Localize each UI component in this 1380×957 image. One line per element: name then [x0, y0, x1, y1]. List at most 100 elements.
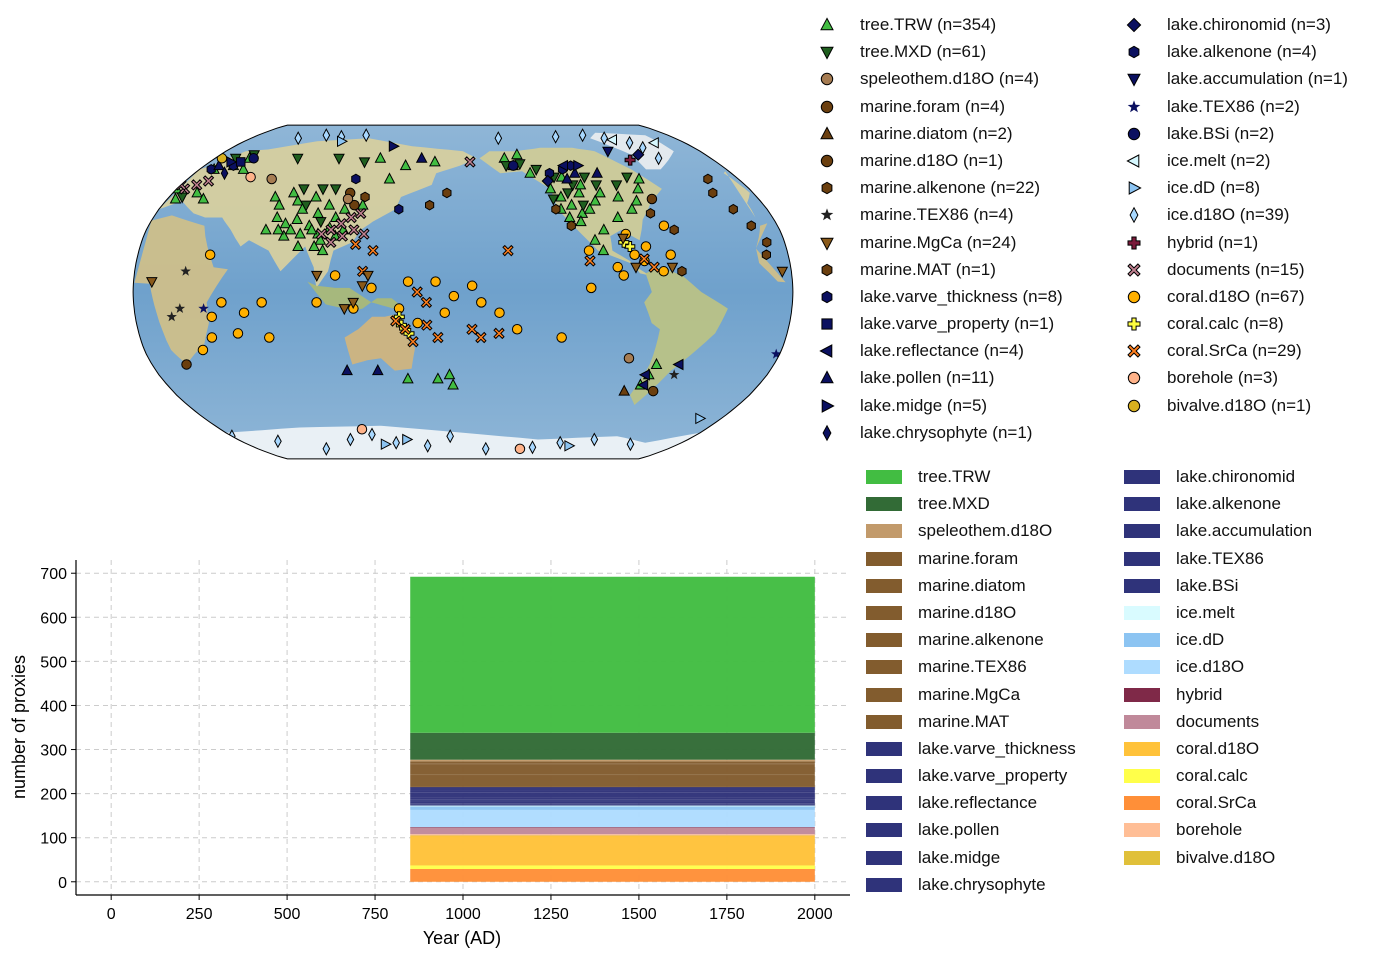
x-tick-label: 1250 — [533, 906, 569, 923]
site-ice-d18O — [556, 435, 564, 450]
site-lake-chironomid — [631, 148, 645, 161]
site-coral-d18O — [329, 270, 341, 281]
chart-legend-item-lake-accumulation: lake.accumulation — [1124, 517, 1312, 544]
x-tick-label: 750 — [362, 906, 389, 923]
site-tree-TRW — [429, 155, 441, 167]
chart-legend-label: lake.varve_thickness — [918, 738, 1076, 758]
site-lake-accumulation — [602, 146, 614, 158]
site-tree-TRW — [594, 186, 606, 198]
map-legend-label: tree.MXD (n=61) — [860, 42, 987, 62]
site-tree-MXD — [358, 157, 371, 169]
site-marine-TEX86 — [174, 303, 186, 313]
legend-swatch — [866, 633, 902, 648]
site-ice-d18O — [368, 427, 376, 442]
site-tree-TRW — [544, 182, 557, 194]
map-legend-col-1: tree.TRW (n=354) tree.MXD (n=61) speleothe… — [819, 11, 1063, 446]
legend-marker-icon — [820, 73, 834, 86]
site-lake-pollen — [561, 172, 573, 184]
legend-marker-marine-MgCa — [820, 237, 834, 251]
site-tree-TRW — [191, 186, 203, 198]
site-tree-MXD — [610, 180, 623, 192]
site-coral-d18O — [206, 311, 218, 323]
land-australia — [344, 314, 416, 371]
chart-legend-item-borehole: borehole — [1124, 816, 1312, 843]
site-lake-chironomid — [541, 174, 555, 188]
legend-marker-icon — [1127, 344, 1141, 358]
stack-band-lake-chrysophyte — [410, 799, 815, 801]
site-tree-MXD — [530, 164, 543, 176]
stack-band-lake-BSi — [410, 804, 815, 806]
map-legend-label: borehole (n=3) — [1167, 368, 1279, 388]
map-legend-item-tree-MXD: tree.MXD (n=61) — [820, 38, 1063, 65]
site-tree-TRW — [597, 223, 610, 235]
stack-band-ice-melt — [410, 805, 815, 807]
legend-marker-speleothem-d18O — [820, 73, 834, 86]
site-coral-SrCa — [432, 331, 444, 344]
site-tree-MXD — [577, 200, 590, 212]
site-tree-TRW — [292, 239, 304, 251]
chart-legend-label: ice.melt — [1176, 602, 1235, 622]
chart-legend-label: marine.diatom — [918, 575, 1026, 595]
site-coral-SrCa — [390, 315, 402, 327]
site-tree-TRW — [271, 210, 284, 222]
site-coral-SrCa — [584, 255, 596, 267]
site-lake-alkenone — [351, 173, 361, 185]
site-coral-SrCa — [367, 244, 379, 257]
map-legend-label: lake.chrysophyte (n=1) — [860, 422, 1033, 442]
stack-band-ice-d18O — [410, 809, 815, 828]
site-marine-TEX86 — [166, 311, 177, 322]
map-legend-item-bivalve-d18O: bivalve.d18O (n=1) — [1127, 392, 1348, 419]
legend-marker-coral-d18O — [1127, 290, 1141, 304]
chart-axes: 0 250 500 750 1000 1250 1500 1750 2000 0 100 200 300… — [40, 560, 850, 923]
y-tick-label: 700 — [40, 566, 67, 583]
chart-legend-label: marine.MgCa — [918, 684, 1021, 704]
chart-legend-label: tree.MXD — [918, 494, 990, 514]
chart-legend-label: lake.BSi — [1176, 575, 1239, 595]
legend-marker-icon — [1127, 74, 1141, 88]
x-tick-label: 2000 — [797, 906, 833, 923]
chart-legend-item-lake-chironomid: lake.chironomid — [1124, 463, 1312, 490]
chart-legend-item-lake-BSi: lake.BSi — [1124, 572, 1312, 599]
stack-band-marine-d18O — [410, 764, 815, 765]
chart-legend-item-lake-pollen: lake.pollen — [866, 816, 1076, 843]
chart-legend-label: lake.pollen — [918, 820, 1000, 840]
legend-swatch — [1124, 470, 1160, 484]
site-marine-alkenone — [551, 203, 561, 215]
legend-swatch — [1124, 524, 1160, 539]
chart-legend-col-1: tree.TRW tree.MXD speleothem.d18O marine.fo… — [866, 463, 1076, 898]
site-coral-d18O — [197, 344, 209, 356]
chart-legend-item-ice-melt: ice.melt — [1124, 599, 1312, 626]
map-legend-label: lake.alkenone (n=4) — [1167, 42, 1317, 62]
map-legend-label: marine.MgCa (n=24) — [860, 232, 1017, 252]
site-lake-pollen — [415, 151, 428, 163]
site-marine-MgCa — [347, 297, 360, 309]
map-legend-item-ice-dD: ice.dD (n=8) — [1128, 174, 1348, 201]
legend-swatch — [1124, 823, 1160, 838]
stack-band-lake-midge — [410, 797, 815, 800]
chart-legend-item-lake-reflectance: lake.reflectance — [866, 789, 1076, 816]
site-lake-TEX86 — [771, 348, 782, 359]
chart-legend-label: marine.TEX86 — [918, 657, 1027, 677]
site-tree-TRW — [611, 210, 624, 222]
proxy-stack-area — [410, 576, 815, 882]
site-marine-alkenone — [728, 203, 738, 215]
chart-legend-item-lake-TEX86: lake.TEX86 — [1124, 545, 1312, 572]
site-tree-TRW — [626, 202, 638, 214]
site-tree-TRW — [589, 233, 601, 245]
chart-legend-label: marine.d18O — [918, 602, 1017, 622]
site-documents — [202, 175, 215, 187]
site-ice-dD — [380, 438, 392, 451]
site-lake-varve_thickness — [394, 203, 404, 215]
site-coral-d18O — [402, 276, 414, 287]
site-documents — [325, 236, 337, 249]
site-tree-TRW — [632, 182, 644, 194]
legend-marker-lake-varve_thickness — [821, 290, 833, 304]
site-tree-TRW — [633, 172, 645, 184]
map-legend-item-lake-varve_property: lake.varve_property (n=1) — [821, 310, 1063, 337]
chart-legend-item-lake-midge: lake.midge — [866, 844, 1076, 871]
site-borehole — [514, 443, 526, 455]
stack-band-marine-alkenone — [410, 764, 815, 775]
map-legend-label: marine.d18O (n=1) — [860, 150, 1004, 170]
site-tree-MXD — [317, 184, 329, 196]
